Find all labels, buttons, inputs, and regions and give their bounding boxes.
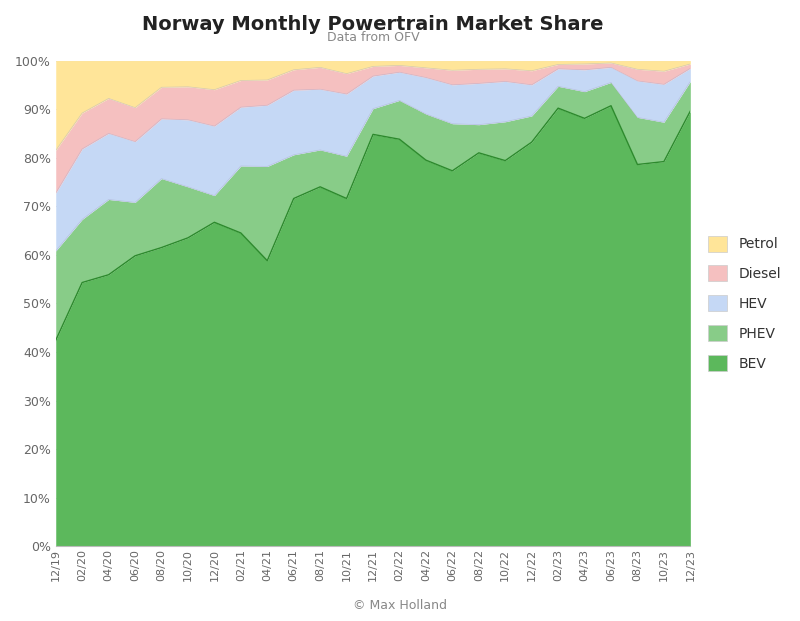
- Legend: Petrol, Diesel, HEV, PHEV, BEV: Petrol, Diesel, HEV, PHEV, BEV: [704, 232, 785, 376]
- Text: Data from OFV: Data from OFV: [326, 30, 419, 43]
- Title: Norway Monthly Powertrain Market Share: Norway Monthly Powertrain Market Share: [142, 15, 604, 34]
- Text: © Max Holland: © Max Holland: [353, 599, 447, 612]
